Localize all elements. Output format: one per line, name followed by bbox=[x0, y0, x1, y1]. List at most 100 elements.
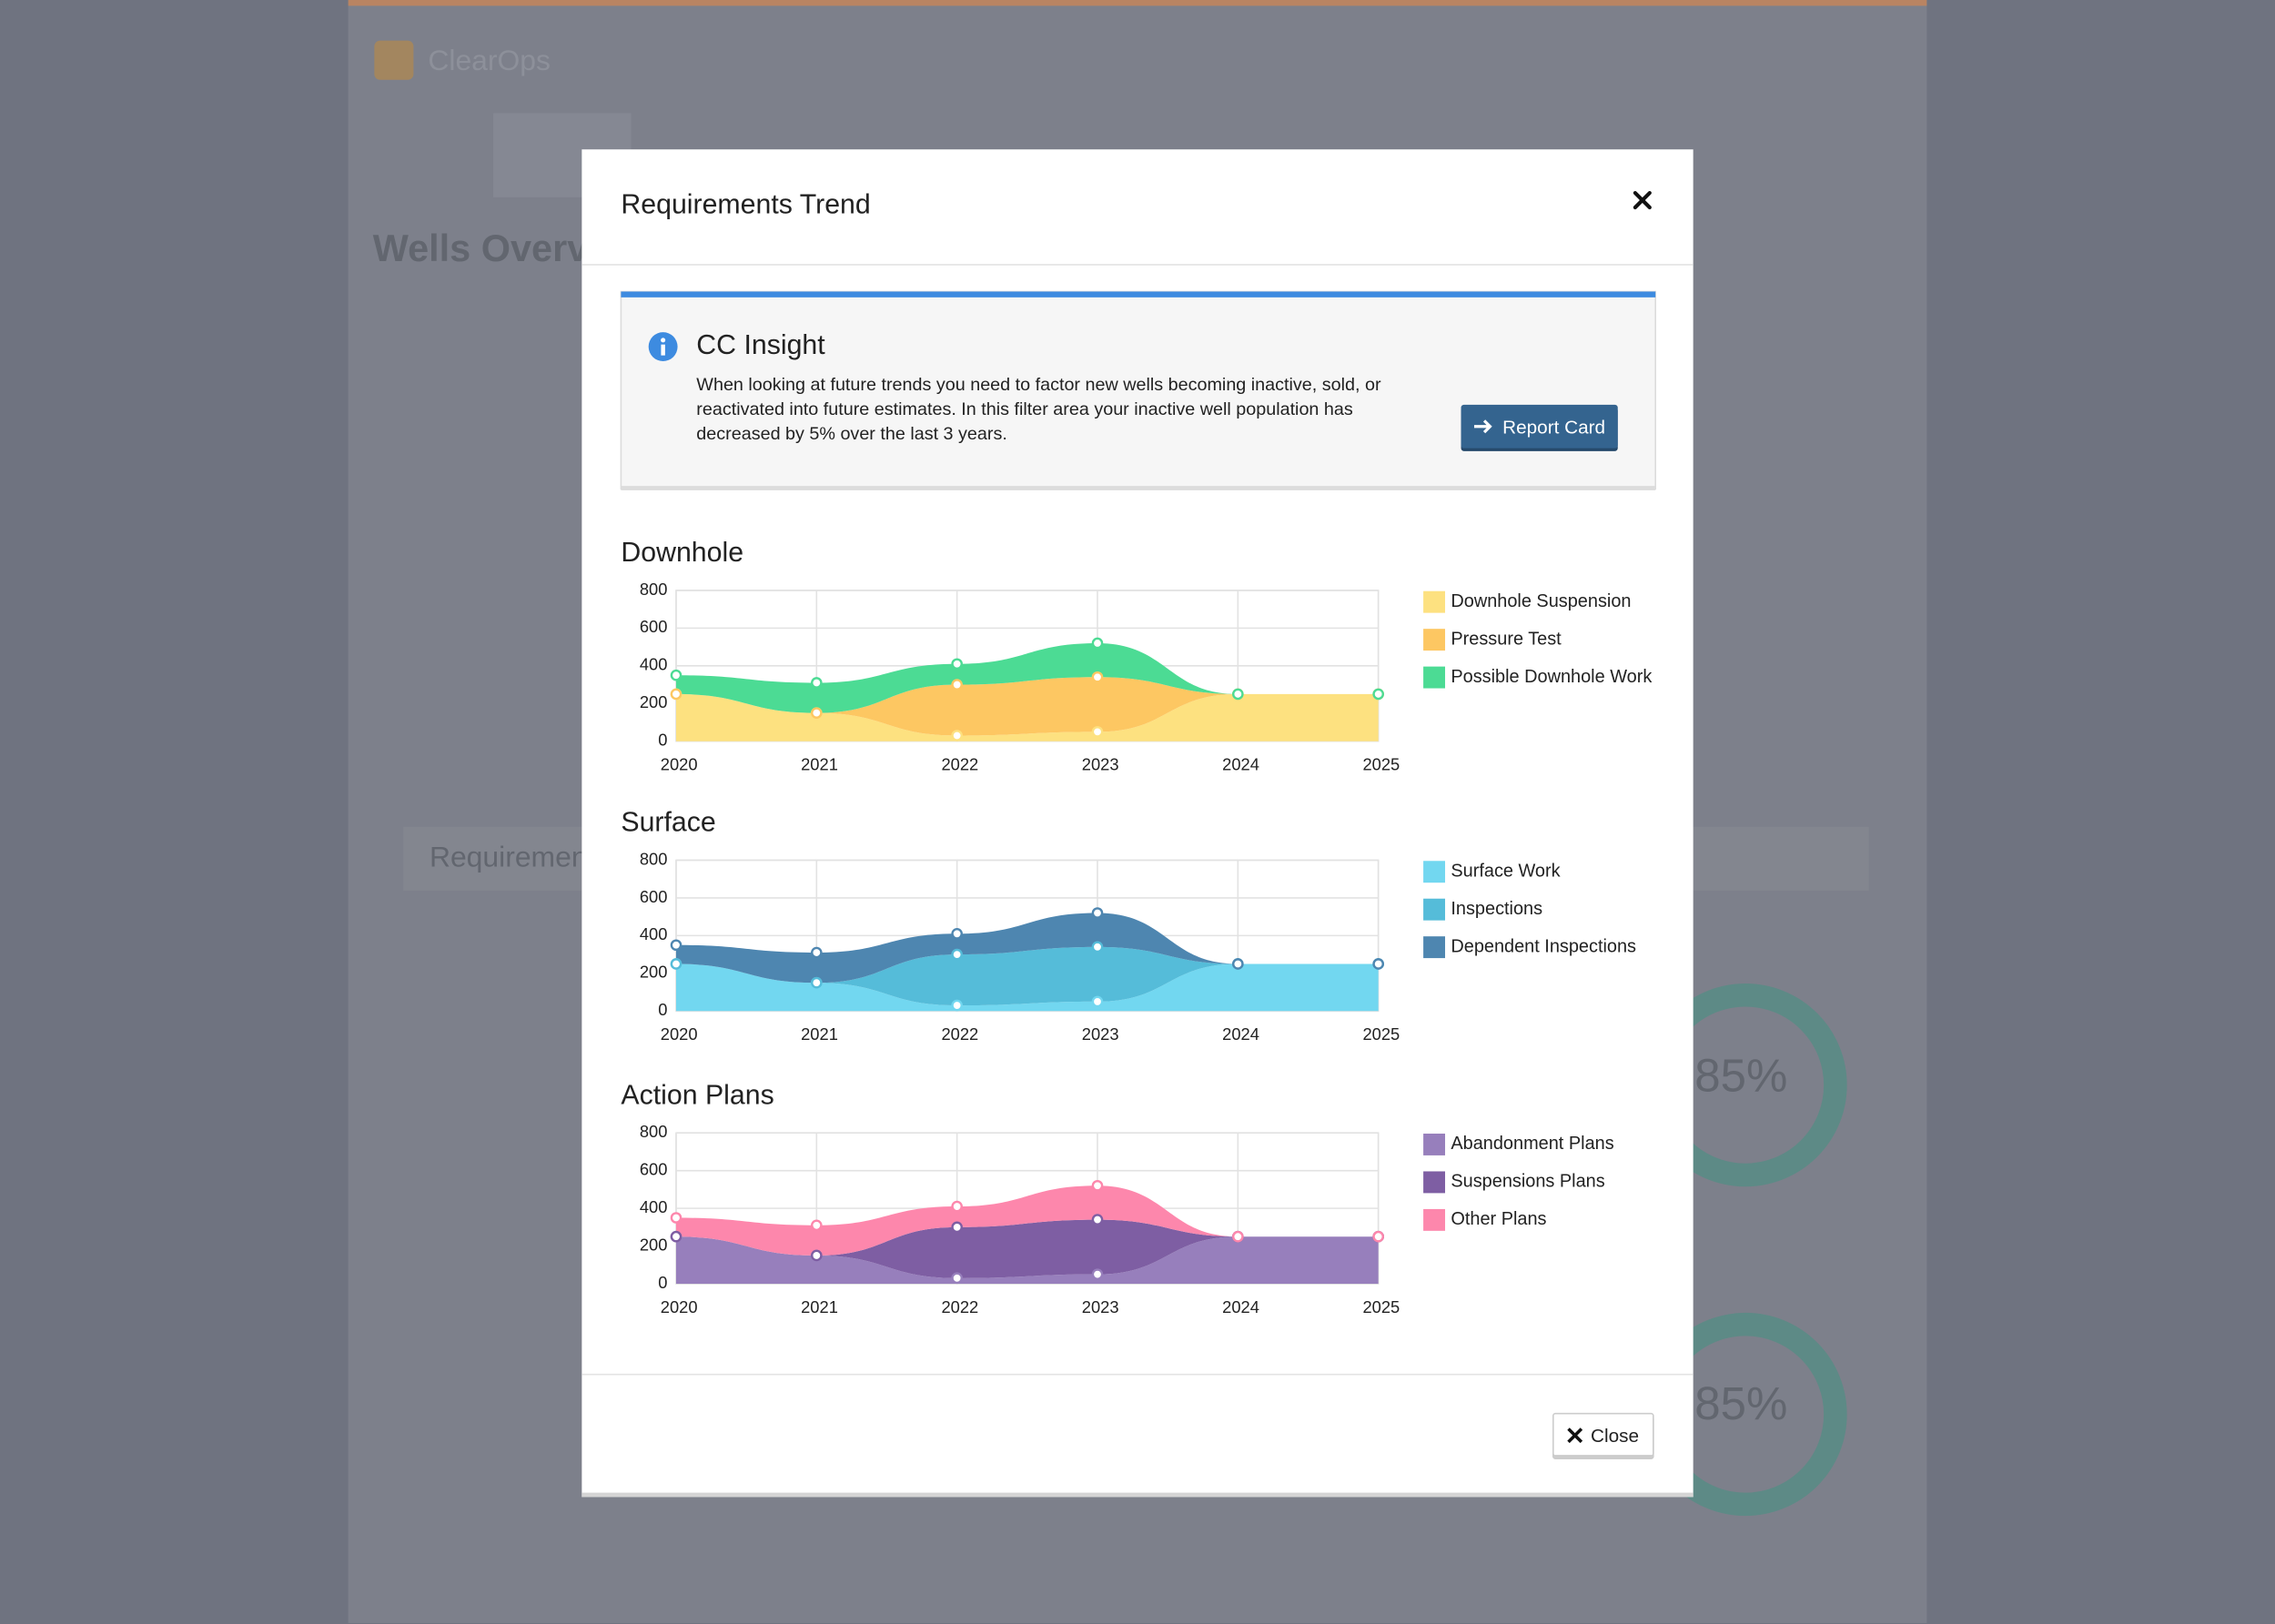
x-tick-label: 2024 bbox=[1222, 755, 1259, 774]
insight-accent bbox=[621, 291, 1656, 298]
x-tick-label: 2021 bbox=[801, 1297, 838, 1316]
point bbox=[951, 1221, 963, 1234]
point bbox=[811, 976, 823, 989]
point bbox=[951, 999, 963, 1012]
chart-title: Downhole bbox=[621, 538, 743, 568]
x-tick-label: 2021 bbox=[801, 1024, 838, 1044]
x-tick-label: 2025 bbox=[1362, 1297, 1400, 1316]
legend-label: Downhole Suspension bbox=[1451, 591, 1631, 611]
x-tick-label: 2021 bbox=[801, 755, 838, 774]
point bbox=[670, 1230, 682, 1243]
point bbox=[811, 946, 823, 959]
point bbox=[1091, 726, 1104, 738]
x bbox=[1567, 1427, 1583, 1443]
legend-label: Possible Downhole Work bbox=[1451, 667, 1652, 687]
insight-shadow bbox=[621, 486, 1656, 490]
point bbox=[670, 1212, 682, 1224]
point bbox=[1091, 1179, 1104, 1192]
point bbox=[811, 1249, 823, 1262]
chart-title: Action Plans bbox=[621, 1080, 774, 1110]
y-tick-label: 0 bbox=[658, 1000, 667, 1019]
point bbox=[1091, 907, 1104, 919]
y-tick-label: 200 bbox=[640, 1235, 668, 1254]
point bbox=[1372, 1230, 1384, 1243]
modal-bottom bbox=[581, 1492, 1694, 1498]
area bbox=[675, 677, 1379, 736]
x-tick-label: 2023 bbox=[1082, 1297, 1119, 1316]
area bbox=[675, 913, 1379, 983]
plot-frame bbox=[675, 590, 1380, 742]
point bbox=[951, 1272, 963, 1285]
legend-label: Surface Work bbox=[1451, 861, 1560, 881]
legend-label: Dependent Inspections bbox=[1451, 936, 1636, 956]
close-button[interactable]: Close bbox=[1552, 1412, 1654, 1457]
legend-swatch bbox=[1423, 629, 1446, 651]
point bbox=[1232, 688, 1244, 701]
brand: ClearOps bbox=[428, 44, 551, 76]
legend-swatch bbox=[1423, 861, 1446, 883]
point bbox=[811, 707, 823, 719]
info-dot bbox=[661, 338, 666, 343]
x-tick-label: 2022 bbox=[941, 1024, 978, 1044]
point bbox=[1091, 995, 1104, 1008]
y-tick-label: 600 bbox=[640, 1160, 668, 1179]
point bbox=[1232, 958, 1244, 970]
insight-title: CC Insight bbox=[696, 330, 825, 360]
point bbox=[670, 669, 682, 681]
point bbox=[951, 679, 963, 691]
y-tick-label: 0 bbox=[658, 1273, 667, 1292]
y-tick-label: 400 bbox=[640, 655, 668, 674]
point bbox=[811, 677, 823, 689]
close-icon[interactable] bbox=[1633, 190, 1652, 210]
y-tick-label: 200 bbox=[640, 963, 668, 982]
x-tick-label: 2024 bbox=[1222, 1024, 1259, 1044]
point bbox=[951, 948, 963, 961]
legend-swatch bbox=[1423, 1134, 1446, 1155]
modal-title: Requirements Trend bbox=[621, 189, 870, 219]
area bbox=[675, 642, 1379, 713]
area bbox=[675, 1236, 1379, 1285]
y-tick-label: 600 bbox=[640, 887, 668, 906]
x-tick-label: 2023 bbox=[1082, 1024, 1119, 1044]
area bbox=[675, 693, 1379, 741]
point bbox=[1091, 1268, 1104, 1280]
report-card-button[interactable]: Report Card bbox=[1461, 404, 1618, 449]
legend-swatch bbox=[1423, 1171, 1446, 1194]
app-top-bar bbox=[348, 0, 1927, 6]
legend-label: Pressure Test bbox=[1451, 629, 1562, 649]
legend-label: Other Plans bbox=[1451, 1209, 1546, 1229]
legend-swatch bbox=[1423, 666, 1446, 689]
point bbox=[670, 688, 682, 701]
x-tick-label: 2020 bbox=[661, 1024, 698, 1044]
x-tick-label: 2025 bbox=[1362, 1024, 1400, 1044]
x-tick-label: 2024 bbox=[1222, 1297, 1259, 1316]
point bbox=[1091, 637, 1104, 650]
chart-title: Surface bbox=[621, 808, 715, 838]
y-tick-label: 800 bbox=[640, 1122, 668, 1141]
insight-text: When looking at future trends you need t… bbox=[696, 374, 1381, 444]
insight-box bbox=[620, 290, 1656, 490]
point bbox=[1091, 671, 1104, 683]
point bbox=[1232, 1230, 1244, 1243]
legend-label: Abandonment Plans bbox=[1451, 1134, 1613, 1154]
x-tick-label: 2022 bbox=[941, 755, 978, 774]
x-tick-label: 2023 bbox=[1082, 755, 1119, 774]
point bbox=[1091, 941, 1104, 953]
legend-swatch bbox=[1423, 898, 1446, 921]
point bbox=[1372, 958, 1384, 970]
x-tick-label: 2025 bbox=[1362, 755, 1400, 774]
area bbox=[675, 963, 1379, 1012]
x-tick-label: 2020 bbox=[661, 755, 698, 774]
area bbox=[675, 946, 1379, 1006]
y-tick-label: 800 bbox=[640, 580, 668, 599]
x-icon bbox=[1567, 1427, 1583, 1443]
y-tick-label: 400 bbox=[640, 1197, 668, 1216]
point bbox=[811, 1219, 823, 1232]
y-tick-label: 600 bbox=[640, 617, 668, 636]
point bbox=[1372, 688, 1384, 701]
brand-icon bbox=[374, 40, 414, 80]
area bbox=[675, 1185, 1379, 1256]
